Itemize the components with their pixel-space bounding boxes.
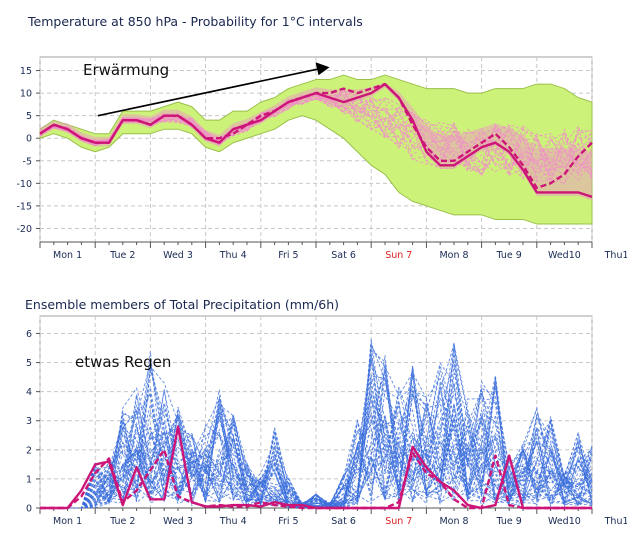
- precip-xtick-label: Sat 6: [331, 516, 356, 527]
- temp-xtick-label: Thu11: [604, 250, 627, 261]
- precip-ensemble-member: [40, 389, 593, 509]
- temp-xtick-label: Tue 9: [496, 250, 522, 261]
- precip-xtick-label: Wed10: [548, 516, 581, 527]
- temp-ytick-label: -15: [16, 201, 32, 212]
- precip-xtick-label: Mon 1: [53, 516, 82, 527]
- temp-xtick-label: Wed10: [548, 250, 581, 261]
- precip-xtick-label: Tue 2: [109, 516, 135, 527]
- precip-ytick-label: 2: [26, 445, 32, 456]
- precip-ytick-label: 5: [26, 358, 32, 369]
- precip-ytick-label: 1: [26, 474, 32, 485]
- temp-ytick-label: 10: [20, 89, 32, 100]
- precip-ensemble-member: [40, 343, 593, 509]
- precip-ensemble-member: [40, 379, 593, 509]
- temp-xtick-label: Fri 5: [278, 250, 298, 261]
- precip-xtick-label: Fri 5: [278, 516, 298, 527]
- temp-ytick-label: 5: [26, 111, 32, 122]
- precip-xtick-label: Thu11: [604, 516, 627, 527]
- temp-ytick-label: -20: [16, 224, 32, 235]
- precip-ensemble-member: [40, 364, 593, 509]
- temp-xtick-label: Mon 8: [439, 250, 468, 261]
- precip-ensemble-member: [40, 354, 593, 509]
- precip-ensemble-member: [40, 343, 593, 509]
- temperature-chart: 15 10 5 0 -5 -10 -15 -20 Mon 1 Tue 2 Wed 3 Thu 4 Fri…: [16, 56, 627, 261]
- precip-xtick-label: Tue 9: [496, 516, 522, 527]
- precip-ensemble-member: [40, 347, 593, 509]
- precip-ytick-label: 4: [26, 387, 32, 398]
- precip-mean-line: [40, 448, 592, 510]
- temp-ytick-label: 0: [26, 134, 32, 145]
- temp-ensemble-member: [39, 90, 593, 174]
- precip-ensemble-member: [40, 354, 593, 509]
- precip-ensemble-member: [40, 402, 593, 509]
- precip-xtick-label: Thu 4: [219, 516, 247, 527]
- temp-ensemble-member: [39, 95, 593, 176]
- temp-xtick-label: Mon 1: [53, 250, 82, 261]
- precip-ensemble-member: [40, 385, 593, 509]
- temp-ensemble-member: [39, 93, 593, 174]
- precip-ensemble-member: [40, 353, 593, 509]
- temp-xtick-label: Wed 3: [163, 250, 193, 261]
- precip-xtick-label: Wed 3: [163, 516, 193, 527]
- temp-xtick-label: Thu 4: [219, 250, 247, 261]
- precip-ensemble-member: [40, 362, 593, 509]
- precip-ytick-label: 0: [26, 504, 32, 515]
- precip-xtick-label: Sun 7: [385, 516, 412, 527]
- temp-ensemble-member: [39, 96, 593, 180]
- precip-ensemble-member: [40, 364, 593, 509]
- precip-ensemble-member: [40, 405, 593, 509]
- temp-xtick-label: Sun 7: [385, 250, 412, 261]
- precipitation-chart-title: Ensemble members of Total Precipitation …: [25, 297, 340, 312]
- temp-core-band: [40, 82, 592, 201]
- temp-trend-arrowhead: [315, 62, 330, 76]
- temp-mean-line: [39, 82, 593, 190]
- temp-xtick-label: Tue 2: [109, 250, 135, 261]
- temp-annotation: Erwärmung: [83, 61, 169, 79]
- precip-ensemble-member: [40, 381, 593, 509]
- temp-ytick-label: -5: [23, 156, 32, 167]
- temp-ensemble-member: [39, 90, 593, 177]
- precip-ytick-label: 3: [26, 416, 32, 427]
- temp-ytick-label: 15: [20, 66, 32, 77]
- precip-annotation: etwas Regen: [75, 353, 171, 371]
- precip-ensemble-member: [40, 402, 593, 509]
- precip-control-line: [40, 425, 592, 510]
- precip-ytick-label: 6: [26, 329, 32, 340]
- temp-outer-band: [39, 74, 593, 225]
- temp-ensemble-member: [39, 98, 593, 184]
- temp-xtick-label: Sat 6: [331, 250, 356, 261]
- precip-xtick-label: Mon 8: [439, 516, 468, 527]
- temperature-chart-title: Temperature at 850 hPa - Probability for…: [28, 14, 363, 29]
- precip-ensemble-member: [40, 362, 593, 509]
- temp-trend-arrow-line: [97, 67, 322, 117]
- temp-ytick-label: -10: [16, 179, 32, 190]
